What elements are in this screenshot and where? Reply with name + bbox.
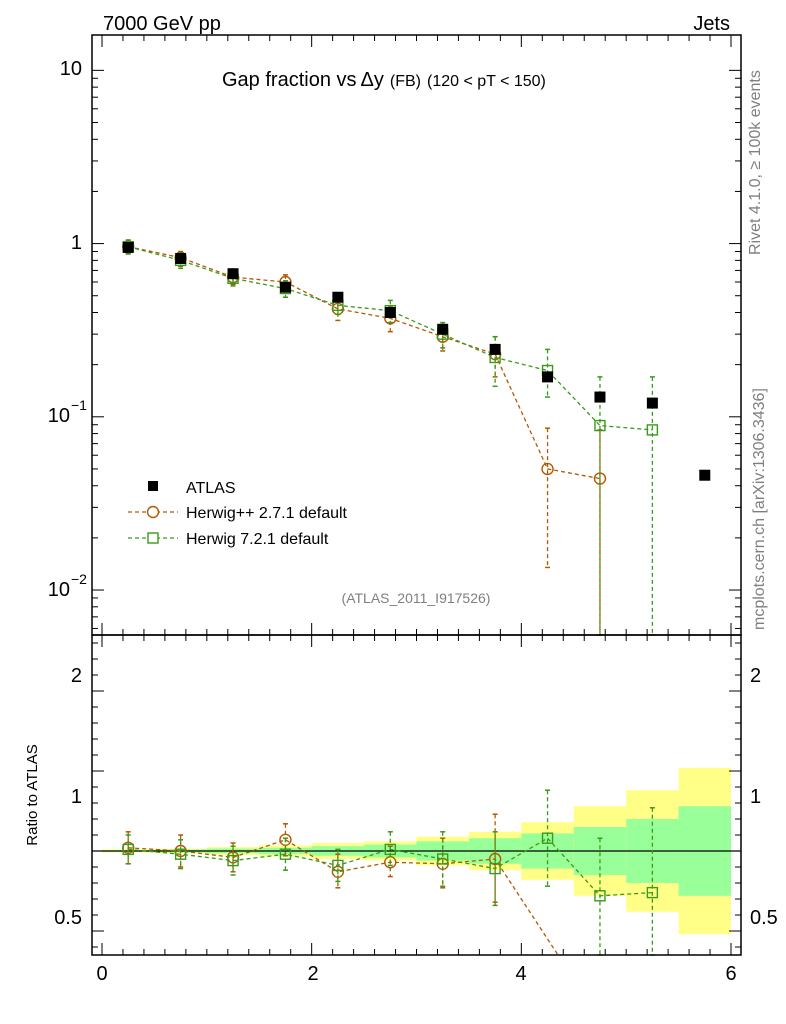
point-atlas — [227, 268, 239, 280]
point-atlas — [437, 323, 449, 335]
ratio-ytick-label-right: 0.5 — [750, 907, 778, 929]
ratio-ytick-label-right: 1 — [750, 786, 761, 808]
point-atlas — [594, 391, 606, 403]
ratio-plot-frame — [91, 634, 742, 956]
main-ytick-exponent: −1 — [71, 397, 87, 413]
point-herwig7 — [646, 424, 659, 436]
xtick-label: 6 — [725, 963, 736, 985]
legend: ATLAS Herwig++ 2.7.1 default Herwig 7.2.… — [128, 480, 348, 548]
main-axis-ticks — [92, 35, 741, 635]
ratio-ytick-label-right: 2 — [750, 665, 761, 687]
ratio-point-herwig7 — [384, 843, 396, 856]
point-atlas — [489, 343, 501, 355]
rivet-version-label: Rivet 4.1.0, ≥ 100k events — [747, 70, 764, 255]
main-data-marks — [122, 239, 711, 636]
legend-label-herwigpp: Herwig++ 2.7.1 default — [186, 505, 348, 522]
ratio-point-herwig7 — [646, 886, 659, 899]
legend-label-atlas: ATLAS — [186, 480, 236, 497]
main-ytick-label: 1 — [71, 232, 82, 254]
point-atlas — [384, 307, 396, 319]
point-atlas — [175, 253, 187, 265]
main-panel: Gap fraction vs Δy (FB) (120 < pT < 150) (A… — [48, 34, 742, 636]
chart-title-main: Gap fraction vs — [222, 69, 357, 91]
ratio-ytick-label: 0.5 — [54, 907, 82, 929]
ratio-axis-ticks — [92, 635, 741, 955]
ratio-point-herwig7 — [541, 832, 554, 844]
chart-title-symbol: Δy — [361, 69, 384, 91]
xtick-label: 2 — [307, 963, 318, 985]
ratio-point-herwig7 — [122, 843, 134, 856]
ratio-ytick-label: 1 — [71, 786, 82, 808]
main-ytick-label: 10 — [48, 579, 70, 601]
xtick-label: 4 — [515, 963, 526, 985]
legend-marker-herwig7 — [147, 532, 159, 544]
ratio-point-herwig7 — [489, 862, 501, 875]
ratio-point-herwig7 — [227, 854, 239, 867]
legend-marker-herwigpp — [146, 505, 160, 519]
point-atlas — [332, 291, 344, 303]
category-label: Jets — [693, 13, 730, 35]
legend-label-herwig7: Herwig 7.2.1 default — [186, 531, 329, 548]
ratio-uncertainty-bands — [92, 767, 741, 935]
point-herwigpp — [541, 462, 554, 476]
point-atlas — [122, 241, 134, 253]
point-atlas — [279, 281, 291, 293]
point-herwig7 — [594, 419, 606, 432]
ratio-ylabel: Ratio to ATLAS — [24, 744, 41, 845]
ratio-point-herwig7 — [279, 848, 292, 860]
line-herwig7 — [128, 246, 653, 431]
xtick-label: 0 — [96, 963, 107, 985]
point-atlas — [699, 469, 711, 481]
point-atlas — [646, 397, 658, 409]
main-ytick-exponent: −2 — [71, 571, 87, 587]
ratio-point-herwig7 — [594, 890, 606, 902]
ratio-data-marks — [122, 789, 659, 956]
legend-marker-atlas — [148, 481, 158, 491]
chart-title: Gap fraction vs Δy (FB) (120 < pT < 150) — [222, 69, 546, 91]
main-ytick-label: 10 — [60, 58, 82, 80]
chart-title-suffix: (FB) — [390, 73, 421, 90]
main-ytick-label: 10 — [48, 405, 70, 427]
analysis-label: (ATLAS_2011_I917526) — [342, 590, 491, 606]
energy-label: 7000 GeV pp — [103, 13, 221, 35]
ratio-panel: 2 1 0.5 2 1 0.5 0 2 4 6 Ratio to ATLAS — [24, 634, 778, 985]
ratio-ytick-label: 2 — [71, 665, 82, 687]
mcplots-source-label: mcplots.cern.ch [arXiv:1306.3436] — [751, 388, 768, 630]
point-atlas — [542, 371, 554, 383]
chart-title-cut: (120 < pT < 150) — [427, 73, 546, 90]
ratio-point-herwig7 — [332, 859, 344, 872]
ratio-point-herwig7 — [437, 853, 449, 865]
line-herwigpp — [128, 246, 601, 480]
ratio-line-herwigpp — [128, 839, 559, 956]
ratio-point-herwig7 — [174, 848, 187, 860]
